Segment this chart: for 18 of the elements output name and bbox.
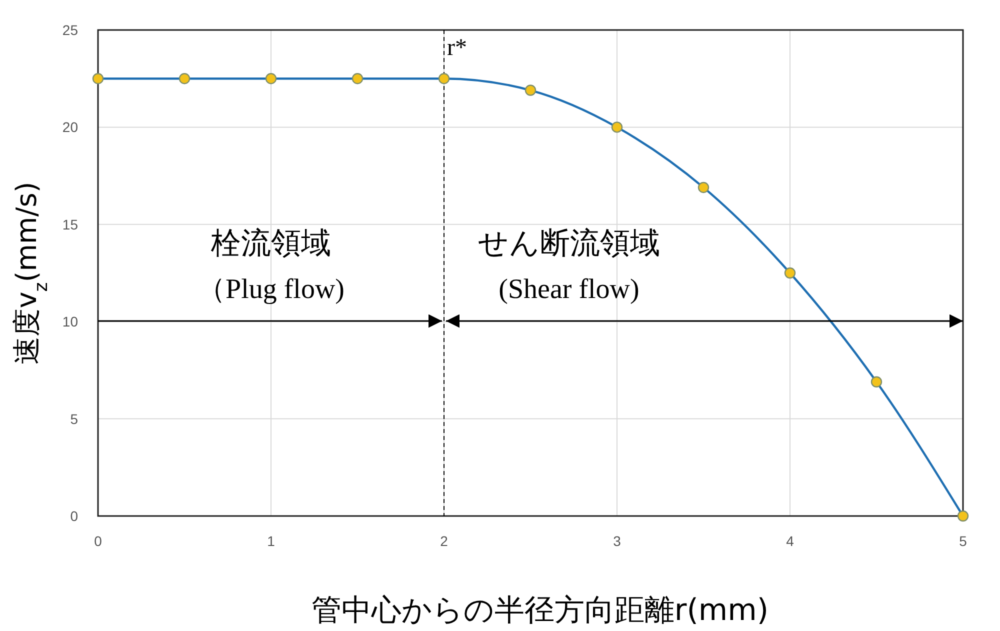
y-tick-label: 25 (62, 22, 78, 38)
annotation: （Plug flow) (198, 274, 344, 305)
y-tick-label: 5 (70, 410, 78, 427)
x-tick-label: 0 (94, 533, 102, 549)
annotation: 栓流領域 (210, 226, 331, 261)
ref-line-label: r* (447, 35, 467, 61)
y-tick-label: 20 (62, 119, 78, 136)
y-tick-label: 0 (70, 508, 78, 524)
x-tick-label: 4 (786, 533, 794, 549)
x-tick-label: 1 (267, 533, 276, 549)
y-tick-label: 15 (62, 216, 78, 232)
x-tick-label: 2 (440, 533, 448, 549)
x-tick-label: 3 (613, 533, 622, 549)
y-tick-label: 10 (62, 314, 78, 330)
x-tick-label: 5 (959, 533, 968, 549)
annotation: せん断流領域 (478, 226, 660, 261)
x-axis-title: 管中心からの半径方向距離r(mm) (311, 593, 769, 628)
annotation: (Shear flow) (498, 274, 640, 305)
